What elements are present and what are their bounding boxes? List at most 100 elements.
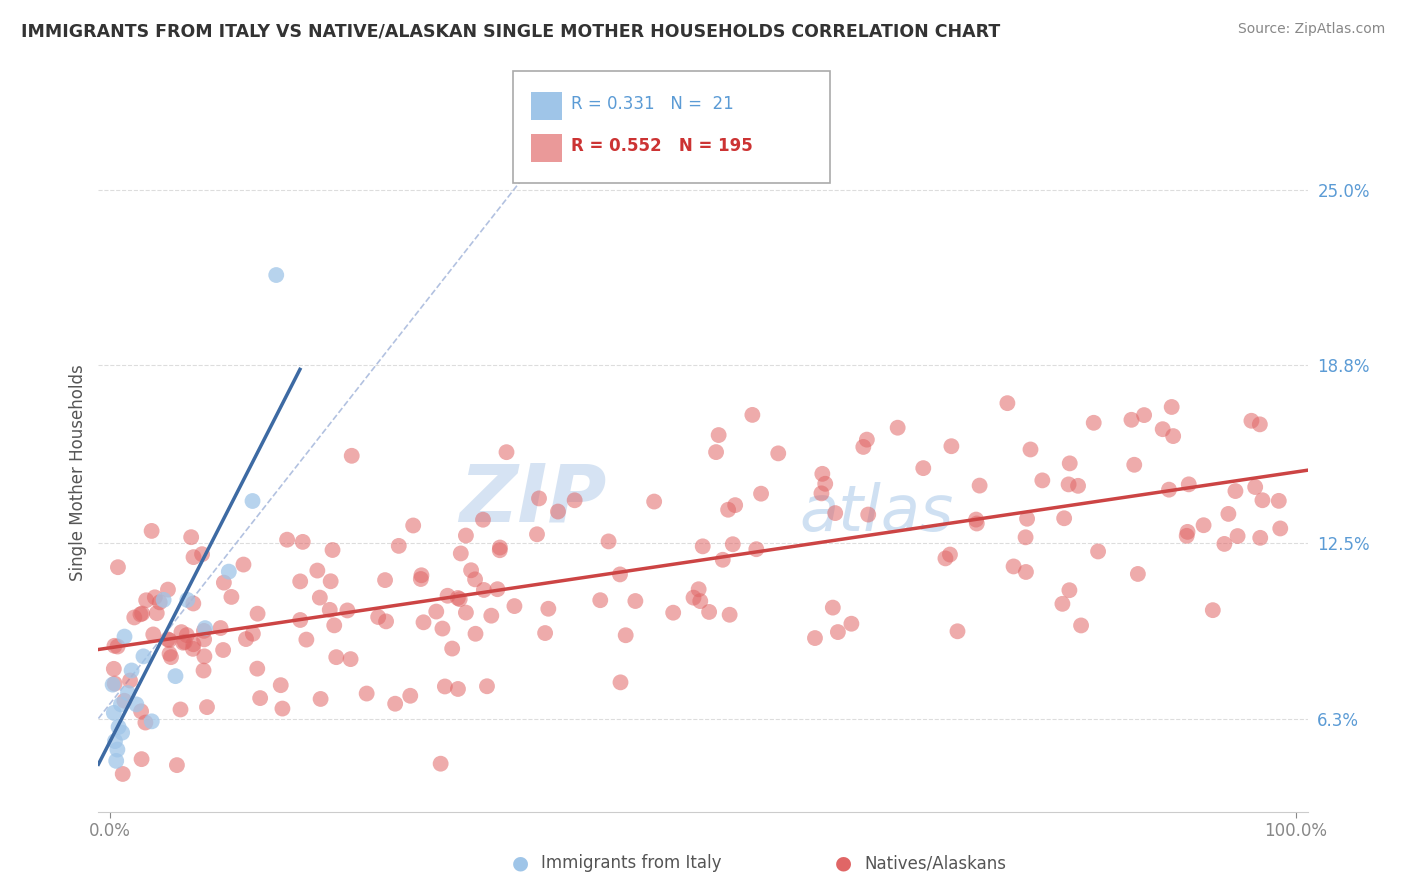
Point xyxy=(643,494,665,508)
Point xyxy=(425,605,447,619)
Point xyxy=(181,597,204,611)
Point xyxy=(472,513,495,527)
Point xyxy=(165,669,187,683)
Point xyxy=(447,591,470,605)
Point xyxy=(436,589,458,603)
Point xyxy=(564,493,586,508)
Point xyxy=(724,498,747,512)
Point xyxy=(1157,483,1180,497)
Point xyxy=(810,486,832,500)
Point xyxy=(169,702,191,716)
Point xyxy=(598,534,620,549)
Point xyxy=(114,630,136,644)
Point xyxy=(824,506,846,520)
Point xyxy=(689,594,711,608)
Point xyxy=(969,478,991,492)
Point xyxy=(129,607,152,622)
Point xyxy=(112,694,135,708)
Point xyxy=(104,734,127,748)
Point xyxy=(191,547,214,561)
Point xyxy=(441,641,464,656)
Point xyxy=(101,678,124,692)
Point xyxy=(1177,477,1199,491)
Point xyxy=(941,439,963,453)
Point xyxy=(242,494,264,508)
Point xyxy=(449,592,471,607)
Point xyxy=(1225,484,1247,499)
Point xyxy=(367,610,389,624)
Point xyxy=(454,606,477,620)
Point xyxy=(697,605,720,619)
Point xyxy=(118,673,141,688)
Point xyxy=(336,603,359,617)
Point xyxy=(1192,518,1215,533)
Point xyxy=(1087,544,1109,558)
Point xyxy=(534,626,557,640)
Point xyxy=(1070,618,1092,632)
Point xyxy=(142,627,165,641)
Point xyxy=(232,558,254,572)
Point xyxy=(946,624,969,639)
Point xyxy=(132,649,155,664)
Point xyxy=(172,636,194,650)
Point xyxy=(1270,521,1292,535)
Point xyxy=(624,594,647,608)
Point xyxy=(145,606,167,620)
Text: Source: ZipAtlas.com: Source: ZipAtlas.com xyxy=(1237,22,1385,37)
Text: Natives/Alaskans: Natives/Alaskans xyxy=(865,855,1007,872)
Point xyxy=(965,512,987,526)
Point xyxy=(103,639,125,653)
Point xyxy=(1240,414,1263,428)
Point xyxy=(125,698,148,712)
Point xyxy=(745,542,768,557)
Point xyxy=(1052,597,1074,611)
Point xyxy=(609,567,631,582)
Point xyxy=(1019,442,1042,457)
Point xyxy=(1123,458,1146,472)
Text: Immigrants from Italy: Immigrants from Italy xyxy=(541,855,721,872)
Point xyxy=(537,601,560,615)
Point xyxy=(939,548,962,562)
Point xyxy=(447,681,470,696)
Point xyxy=(193,632,215,647)
Point xyxy=(384,697,406,711)
Point xyxy=(249,691,271,706)
Point xyxy=(107,560,129,574)
Point xyxy=(503,599,526,613)
Point xyxy=(527,491,550,506)
Point xyxy=(429,756,451,771)
Point xyxy=(141,714,163,729)
Point xyxy=(464,627,486,641)
Point xyxy=(688,582,710,597)
Point xyxy=(934,551,956,566)
Point xyxy=(290,613,312,627)
Text: R = 0.552   N = 195: R = 0.552 N = 195 xyxy=(571,137,752,155)
Text: IMMIGRANTS FROM ITALY VS NATIVE/ALASKAN SINGLE MOTHER HOUSEHOLDS CORRELATION CHA: IMMIGRANTS FROM ITALY VS NATIVE/ALASKAN … xyxy=(21,22,1000,40)
Point xyxy=(110,698,132,712)
Point xyxy=(454,528,477,542)
Point xyxy=(472,582,495,597)
Point xyxy=(841,616,863,631)
Point xyxy=(1014,530,1036,544)
Point xyxy=(340,449,363,463)
Point xyxy=(827,625,849,640)
Point xyxy=(143,591,166,605)
Point xyxy=(811,467,834,481)
Point xyxy=(1202,603,1225,617)
Point xyxy=(212,575,235,590)
Point xyxy=(111,725,134,739)
Point xyxy=(309,692,332,706)
Point xyxy=(242,626,264,640)
Point xyxy=(131,752,153,766)
Point xyxy=(181,641,204,656)
Text: ZIP: ZIP xyxy=(458,461,606,539)
Point xyxy=(375,615,398,629)
Point xyxy=(291,534,314,549)
Point xyxy=(1213,537,1236,551)
Point xyxy=(246,607,269,621)
Point xyxy=(718,607,741,622)
Point xyxy=(1067,479,1090,493)
Point xyxy=(1177,524,1199,539)
Point xyxy=(749,486,772,500)
Point xyxy=(322,543,344,558)
